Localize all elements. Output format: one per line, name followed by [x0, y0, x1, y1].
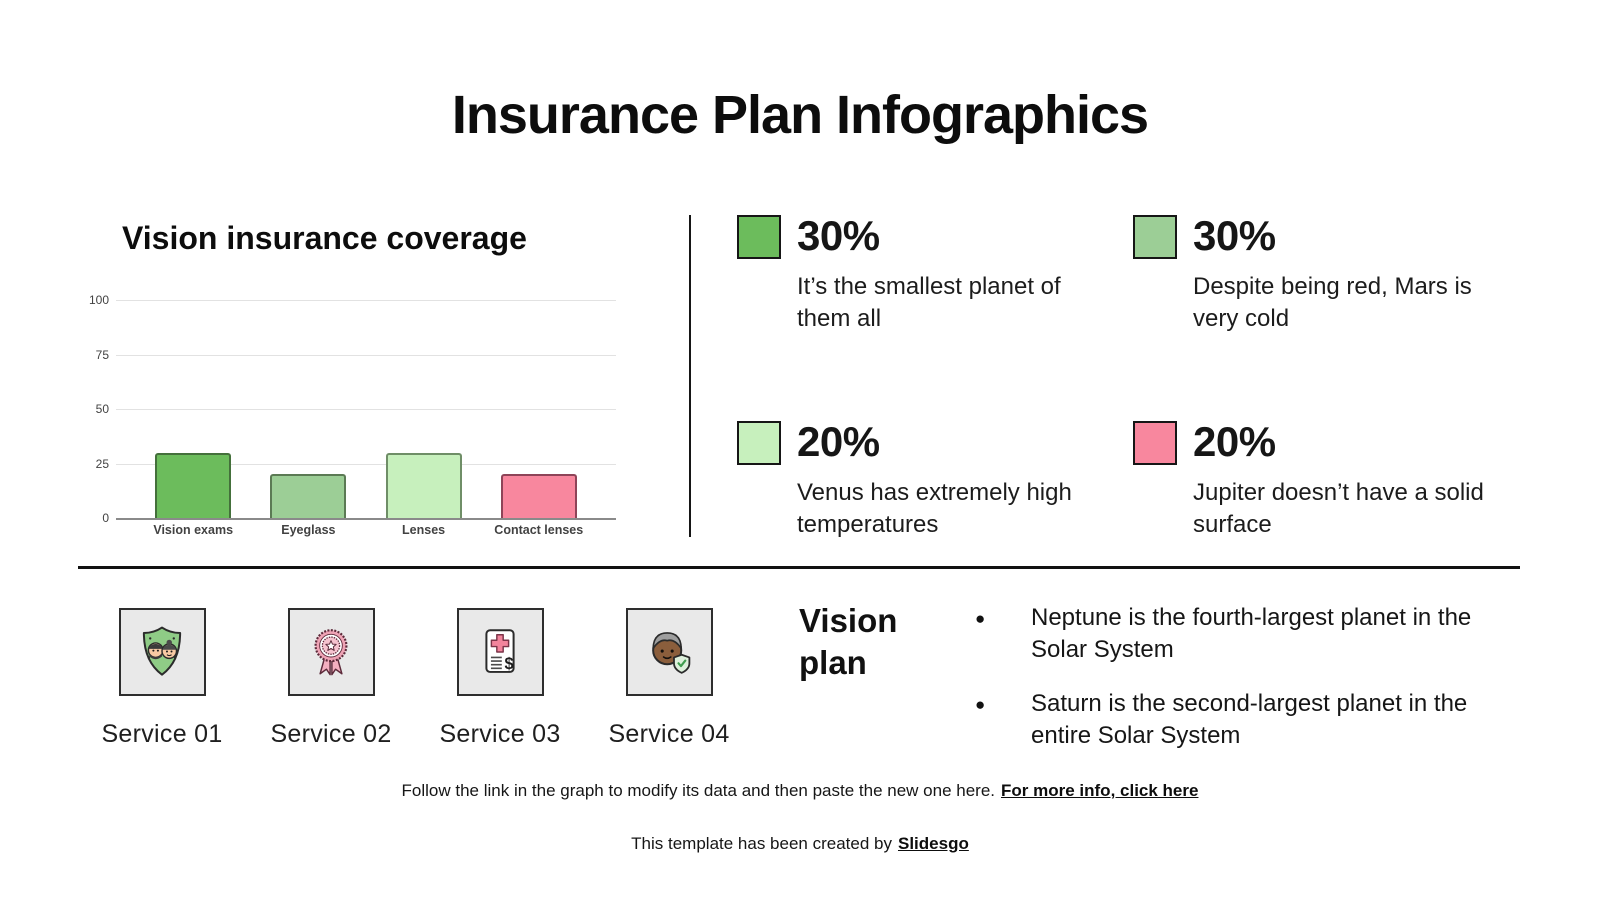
bar — [270, 474, 347, 518]
legend-percent: 20% — [1193, 418, 1276, 465]
service-label: Service 04 — [608, 720, 730, 748]
bar — [385, 452, 462, 518]
footer-more-info-link[interactable]: For more info, click here — [1001, 781, 1199, 800]
legend-item: 20% Venus has extremely high temperatures — [737, 419, 1133, 541]
bullet-item: Neptune is the fourth-largest planet in … — [975, 602, 1475, 666]
color-swatch — [737, 215, 781, 259]
vision-plan-title: Vision plan — [799, 602, 898, 681]
y-tick-label: 25 — [95, 456, 109, 471]
legend-item: 20% Jupiter doesn’t have a solid surface — [1133, 419, 1529, 541]
icon-box — [287, 608, 375, 696]
service-item: Service 01 — [97, 608, 227, 749]
icon-box — [625, 608, 713, 696]
y-tick-label: 75 — [95, 347, 109, 362]
family-shield-icon — [142, 626, 182, 676]
icon-box — [118, 608, 206, 696]
legend-percent: 20% — [797, 418, 880, 465]
award-ribbon-icon — [314, 629, 348, 676]
svg-text:$: $ — [505, 655, 514, 673]
footer-note: Follow the link in the graph to modify i… — [401, 781, 996, 800]
service-item: Service 02 — [266, 608, 396, 749]
bullet-item: Saturn is the second-largest planet in t… — [975, 688, 1475, 752]
footer-credit: This template has been created by — [631, 834, 892, 853]
medical-bill-icon: $ — [485, 629, 515, 673]
grid-line — [116, 354, 616, 356]
bar — [155, 452, 232, 518]
footer-credit-line: This template has been created by Slidesg… — [0, 834, 1600, 854]
legend-item: 30% Despite being red, Mars is very cold — [1133, 213, 1529, 335]
bar-slot: Vision exams — [153, 300, 233, 537]
chart-title: Vision insurance coverage — [122, 220, 527, 256]
x-category-label: Vision exams — [153, 523, 234, 537]
x-category-label: Eyeglass — [281, 523, 336, 537]
bar-slot: Contact lenses — [494, 300, 583, 537]
legend-text: Venus has extremely high temperatures — [797, 479, 1072, 538]
legend-item: 30% It’s the smallest planet of them all — [737, 213, 1133, 335]
legend-section: 30% It’s the smallest planet of them all 3… — [737, 213, 1529, 541]
color-swatch — [737, 421, 781, 465]
service-item: Service 04 — [604, 608, 734, 749]
grid-line — [116, 300, 616, 301]
legend-text: Despite being red, Mars is very cold — [1193, 273, 1472, 332]
color-swatch — [1133, 421, 1177, 465]
grid-line — [116, 518, 616, 520]
y-tick-label: 100 — [88, 293, 109, 307]
vision-plan-bullets: Neptune is the fourth-largest planet in … — [975, 602, 1475, 774]
color-swatch — [1133, 215, 1177, 259]
bar-slot: Eyeglass — [270, 300, 347, 537]
bar-slot: Lenses — [385, 300, 462, 537]
service-label: Service 02 — [270, 720, 392, 748]
vertical-divider — [689, 215, 691, 537]
y-tick-label: 50 — [95, 402, 109, 416]
services-section: Service 01 Service 02 — [97, 608, 734, 749]
grid-line — [116, 463, 616, 465]
bar-chart: 0 25 50 75 100 Vision exams Eyeglass Lenses Cont… — [72, 290, 620, 542]
icon-box: $ — [456, 608, 544, 696]
grid-line — [116, 409, 616, 410]
legend-text: It’s the smallest planet of them all — [797, 273, 1061, 332]
legend-text: Jupiter doesn’t have a solid surface — [1193, 479, 1484, 538]
bar — [500, 474, 577, 518]
slidesgo-link[interactable]: Slidesgo — [897, 834, 969, 853]
bars-area: Vision exams Eyeglass Lenses Contact lenses — [116, 300, 616, 537]
service-label: Service 01 — [101, 720, 223, 748]
service-label: Service 03 — [439, 720, 561, 748]
legend-percent: 30% — [797, 212, 880, 259]
page-title: Insurance Plan Infographics — [451, 85, 1149, 145]
horizontal-divider — [78, 566, 1520, 569]
service-item: $ Service 03 — [435, 608, 565, 749]
x-category-label: Contact lenses — [494, 523, 584, 537]
senior-coverage-icon — [652, 632, 691, 674]
legend-percent: 30% — [1193, 212, 1276, 259]
x-category-label: Lenses — [402, 523, 446, 537]
footer-note-line: Follow the link in the graph to modify i… — [0, 781, 1600, 801]
y-tick-label: 0 — [102, 511, 109, 525]
